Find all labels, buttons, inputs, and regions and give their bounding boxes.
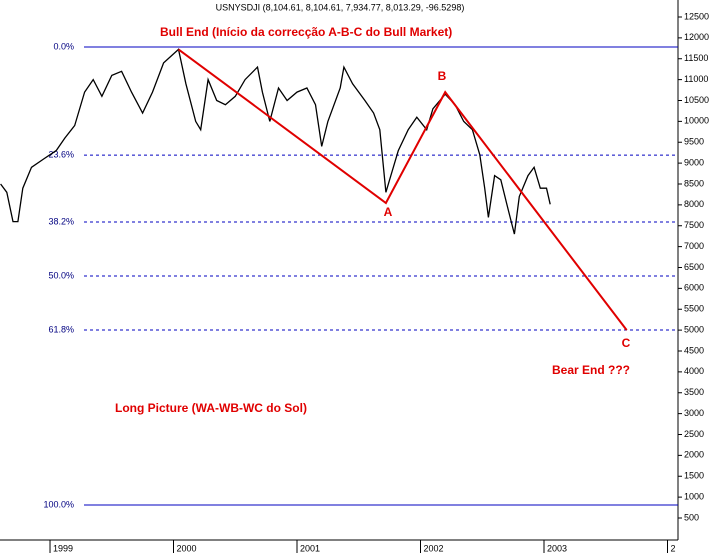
y-tick-label: 8500 bbox=[684, 178, 704, 188]
y-tick-label: 11000 bbox=[684, 74, 708, 84]
chart-title: USNYSDJI (8,104.61, 8,104.61, 7,934.77, … bbox=[216, 2, 465, 12]
y-tick-label: 9000 bbox=[684, 157, 704, 167]
wave-line bbox=[177, 48, 628, 331]
y-tick-label: 8000 bbox=[684, 199, 704, 209]
y-tick-label: 6000 bbox=[684, 283, 704, 293]
annotation: Bear End ??? bbox=[552, 363, 630, 377]
y-tick-label: 7000 bbox=[684, 241, 704, 251]
x-tick-label: 2 bbox=[671, 543, 676, 553]
y-tick-label: 5000 bbox=[684, 324, 704, 334]
x-tick-label: 2001 bbox=[300, 543, 320, 553]
annotation: C bbox=[622, 336, 631, 350]
y-tick-label: 11500 bbox=[684, 53, 708, 63]
x-tick-label: 2000 bbox=[177, 543, 197, 553]
y-tick-label: 6500 bbox=[684, 262, 704, 272]
y-tick-label: 9500 bbox=[684, 137, 704, 147]
fib-label: 61.8% bbox=[48, 324, 74, 334]
fib-label: 38.2% bbox=[48, 216, 74, 226]
y-tick-label: 12500 bbox=[684, 11, 709, 21]
y-tick-label: 1000 bbox=[684, 491, 704, 501]
fib-label: 100.0% bbox=[43, 499, 74, 509]
y-tick-label: 2500 bbox=[684, 429, 704, 439]
y-tick-label: 2000 bbox=[684, 450, 704, 460]
fib-label: 23.6% bbox=[48, 149, 74, 159]
y-tick-label: 500 bbox=[684, 512, 699, 522]
fib-label: 50.0% bbox=[48, 270, 74, 280]
price-line bbox=[0, 48, 551, 235]
x-tick-label: 2003 bbox=[547, 543, 567, 553]
y-tick-label: 4000 bbox=[684, 366, 704, 376]
y-tick-label: 3500 bbox=[684, 387, 704, 397]
x-tick-label: 1999 bbox=[53, 543, 73, 553]
annotation: Long Picture (WA-WB-WC do Sol) bbox=[115, 401, 307, 415]
fib-label: 0.0% bbox=[53, 41, 74, 51]
annotation: A bbox=[384, 205, 393, 219]
y-tick-label: 12000 bbox=[684, 32, 709, 42]
annotation: B bbox=[438, 69, 447, 83]
y-tick-label: 4500 bbox=[684, 345, 704, 355]
y-tick-label: 10500 bbox=[684, 95, 709, 105]
y-tick-label: 1500 bbox=[684, 471, 704, 481]
y-tick-label: 5500 bbox=[684, 304, 704, 314]
x-tick-label: 2002 bbox=[424, 543, 444, 553]
annotation: Bull End (Início da correcção A-B-C do B… bbox=[160, 25, 452, 39]
y-tick-label: 10000 bbox=[684, 116, 709, 126]
y-tick-label: 7500 bbox=[684, 220, 704, 230]
y-tick-label: 3000 bbox=[684, 408, 704, 418]
